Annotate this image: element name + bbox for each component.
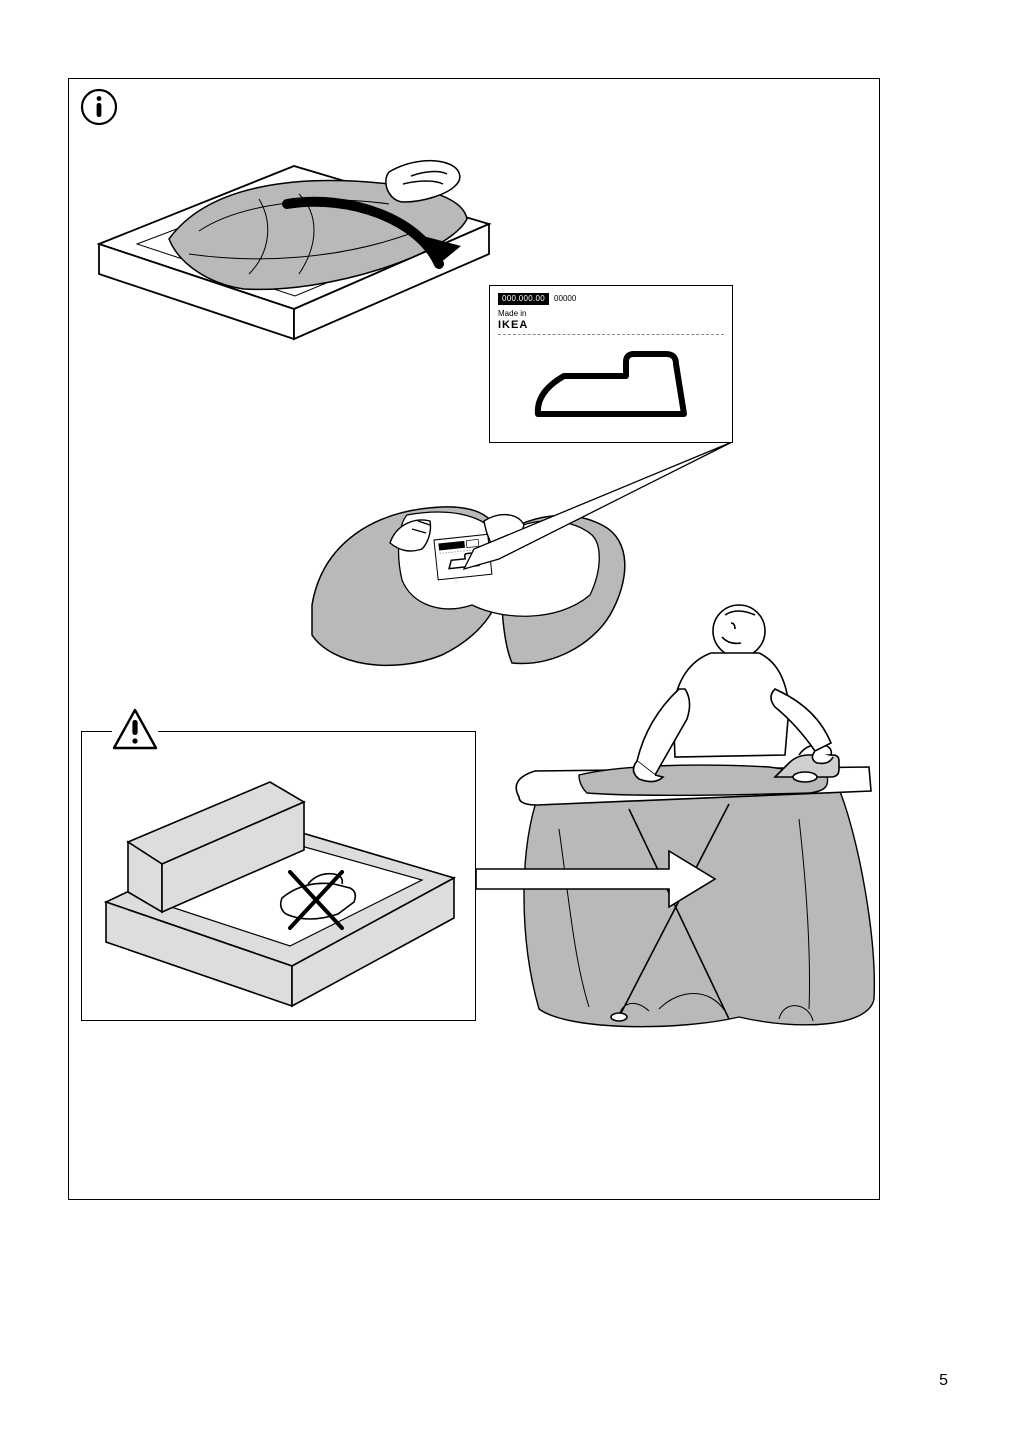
info-icon	[79, 87, 119, 127]
iron-symbol	[498, 335, 724, 430]
illustration-unbox	[89, 124, 499, 354]
warning-icon	[112, 708, 158, 750]
outer-frame: 000.000.00 00000 Made in IKEA	[68, 78, 880, 1200]
illustration-do-not-iron-on-product	[82, 732, 477, 1022]
page: 000.000.00 00000 Made in IKEA	[0, 0, 1012, 1432]
illustration-ironing	[479, 579, 884, 1039]
care-label-box: 000.000.00 00000 Made in IKEA	[489, 285, 733, 443]
page-number: 5	[939, 1372, 948, 1390]
label-batch: 00000	[554, 293, 576, 305]
label-made-in: Made in	[498, 309, 724, 319]
warning-frame	[81, 731, 476, 1021]
label-brand: IKEA	[498, 319, 724, 331]
label-article-number: 000.000.00	[498, 293, 549, 305]
